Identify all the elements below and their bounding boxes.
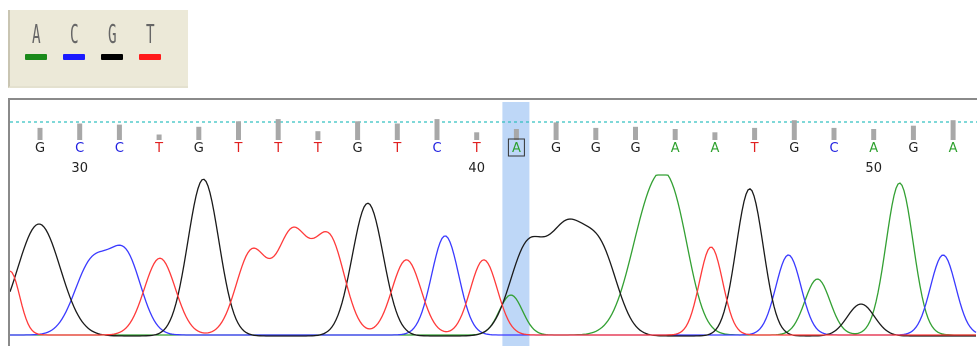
quality-bar: [394, 123, 400, 140]
base-call[interactable]: A: [869, 141, 878, 156]
base-call[interactable]: A: [949, 141, 958, 156]
chromatogram-svg: GCCTGTTTGTCTAGGGAATGCAGAC304050: [10, 102, 977, 346]
base-call[interactable]: T: [234, 141, 243, 156]
quality-bar: [474, 132, 480, 140]
quality-bar: [116, 124, 122, 140]
base-call[interactable]: G: [353, 141, 363, 156]
trace-t: [10, 226, 976, 336]
base-call[interactable]: C: [115, 141, 124, 156]
quality-bar: [553, 122, 559, 140]
base-call[interactable]: T: [472, 141, 481, 156]
base-call[interactable]: G: [194, 141, 204, 156]
base-call[interactable]: G: [551, 141, 561, 156]
base-call[interactable]: G: [591, 141, 601, 156]
base-call[interactable]: A: [671, 141, 680, 156]
base-call[interactable]: G: [908, 141, 918, 156]
quality-bar: [275, 119, 281, 140]
quality-bar: [434, 119, 440, 140]
quality-bar: [910, 125, 916, 140]
legend-letter: G: [107, 20, 117, 50]
legend-swatch: [101, 54, 123, 60]
base-call[interactable]: A: [512, 141, 521, 156]
quality-bar: [196, 126, 202, 140]
quality-bar: [633, 126, 638, 140]
quality-bar: [672, 129, 678, 140]
quality-bar: [831, 127, 837, 140]
chromatogram-panel[interactable]: GCCTGTTTGTCTAGGGAATGCAGAC304050: [8, 98, 977, 346]
selected-base-highlight: [502, 102, 530, 346]
base-call[interactable]: C: [829, 141, 838, 156]
base-call[interactable]: A: [710, 141, 719, 156]
legend-swatch: [63, 54, 85, 60]
quality-bar: [315, 131, 321, 140]
position-label: 50: [865, 161, 882, 176]
quality-bar: [712, 132, 718, 140]
quality-bar: [791, 120, 797, 140]
quality-bar: [950, 120, 956, 140]
selected-base-box: [507, 138, 525, 157]
quality-bar: [513, 129, 519, 140]
legend-letter: T: [145, 20, 155, 50]
base-call[interactable]: T: [273, 141, 282, 156]
legend-swatch: [139, 54, 161, 60]
quality-bar: [593, 127, 599, 140]
trace-g: [10, 178, 976, 337]
base-call[interactable]: C: [75, 141, 84, 156]
quality-bar: [156, 134, 162, 140]
legend-item-c: C: [62, 22, 86, 60]
position-label: 30: [71, 161, 88, 176]
legend-swatch: [25, 54, 47, 60]
base-call[interactable]: G: [630, 141, 640, 156]
legend-item-t: T: [138, 22, 162, 60]
quality-bar: [752, 127, 758, 140]
quality-bar: [77, 123, 83, 140]
base-call[interactable]: T: [154, 141, 163, 156]
trace-a: [10, 174, 976, 336]
trace-c: [10, 235, 977, 336]
quality-bar: [236, 121, 241, 140]
quality-bar: [355, 121, 361, 140]
base-call[interactable]: C: [432, 141, 441, 156]
base-call[interactable]: T: [750, 141, 759, 156]
legend-item-g: G: [100, 22, 124, 60]
quality-bar: [871, 129, 877, 140]
base-call[interactable]: T: [392, 141, 401, 156]
legend-letter: A: [31, 20, 41, 50]
base-call[interactable]: G: [789, 141, 799, 156]
legend-item-a: A: [24, 22, 48, 60]
quality-bar: [37, 127, 43, 140]
legend-letter: C: [69, 20, 79, 50]
base-call[interactable]: T: [313, 141, 322, 156]
position-label: 40: [468, 161, 485, 176]
base-call[interactable]: G: [35, 141, 45, 156]
